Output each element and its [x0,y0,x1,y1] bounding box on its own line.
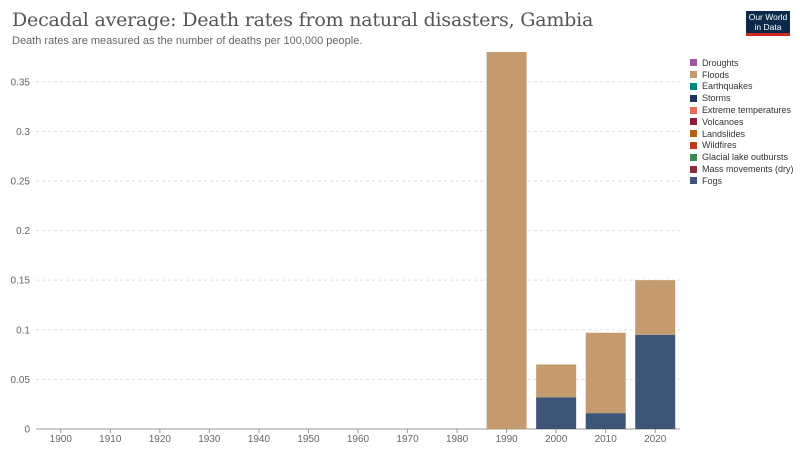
legend-swatch [690,118,697,126]
y-tick-label: 0.3 [16,127,30,138]
bar-floods-1990 [486,52,527,429]
bar-floods-2020 [635,280,676,335]
legend-label: Mass movements (dry) [702,164,794,175]
bar-fogs-2000 [536,397,577,429]
y-tick-label: 0.15 [11,276,31,287]
legend-swatch [690,82,697,90]
x-tick-label: 1980 [446,434,469,445]
legend-item[interactable]: Droughts [690,57,794,69]
legend-swatch [690,165,697,173]
legend-swatch [690,141,697,149]
chart-title: Decadal average: Death rates from natura… [12,9,594,31]
legend-item[interactable]: Glacial lake outbursts [690,151,794,163]
x-tick-label: 1990 [495,434,518,445]
y-tick-label: 0.05 [11,375,31,386]
legend-swatch [690,130,697,138]
legend-label: Glacial lake outbursts [702,152,789,163]
legend-item[interactable]: Storms [690,92,794,104]
legend-swatch [690,94,697,102]
y-tick-label: 0.1 [16,325,30,336]
x-tick-label: 1900 [50,434,73,445]
y-tick-label: 0.35 [11,77,31,88]
x-tick-label: 1940 [248,434,271,445]
legend-label: Storms [702,93,731,104]
legend-swatch [690,71,697,79]
logo-line-1: Our World [748,12,788,22]
legend-label: Floods [702,69,730,80]
x-tick-label: 1950 [297,434,320,445]
legend-item[interactable]: Volcanoes [690,116,794,128]
legend-item[interactable]: Extreme temperatures [690,104,794,116]
x-tick-label: 2020 [644,434,667,445]
legend-label: Earthquakes [702,81,753,92]
x-tick-label: 1970 [396,434,419,445]
legend-label: Fogs [702,175,723,186]
legend-item[interactable]: Landslides [690,128,794,140]
legend-item[interactable]: Wildfires [690,140,794,152]
chart-subtitle: Death rates are measured as the number o… [12,35,363,47]
x-tick-label: 1930 [198,434,221,445]
legend-swatch [690,59,697,67]
x-tick-label: 1910 [99,434,122,445]
legend-item[interactable]: Mass movements (dry) [690,163,794,175]
bar-floods-2010 [585,332,626,414]
legend-item[interactable]: Floods [690,69,794,81]
bar-floods-2000 [536,364,577,398]
x-tick-label: 2010 [595,434,618,445]
x-tick-label: 2000 [545,434,568,445]
x-tick-label: 1920 [149,434,172,445]
legend-swatch [690,177,697,185]
x-tick-label: 1960 [347,434,370,445]
legend-item[interactable]: Fogs [690,175,794,187]
y-tick-label: 0 [24,425,30,436]
legend-swatch [690,106,697,114]
y-tick-label: 0.25 [11,176,31,187]
legend: Droughts Floods Earthquakes Storms Extreme t… [690,57,794,187]
y-tick-label: 0.2 [16,226,30,237]
owid-logo[interactable]: Our World in Data [746,11,790,36]
legend-swatch [690,153,697,161]
legend-label: Volcanoes [702,116,744,127]
logo-line-2: in Data [754,21,782,32]
legend-item[interactable]: Earthquakes [690,81,794,93]
legend-label: Landslides [702,128,746,139]
bar-fogs-2020 [635,334,676,429]
legend-label: Extreme temperatures [702,105,792,116]
legend-label: Droughts [702,57,739,68]
bar-fogs-2010 [585,413,626,429]
legend-label: Wildfires [702,140,737,151]
